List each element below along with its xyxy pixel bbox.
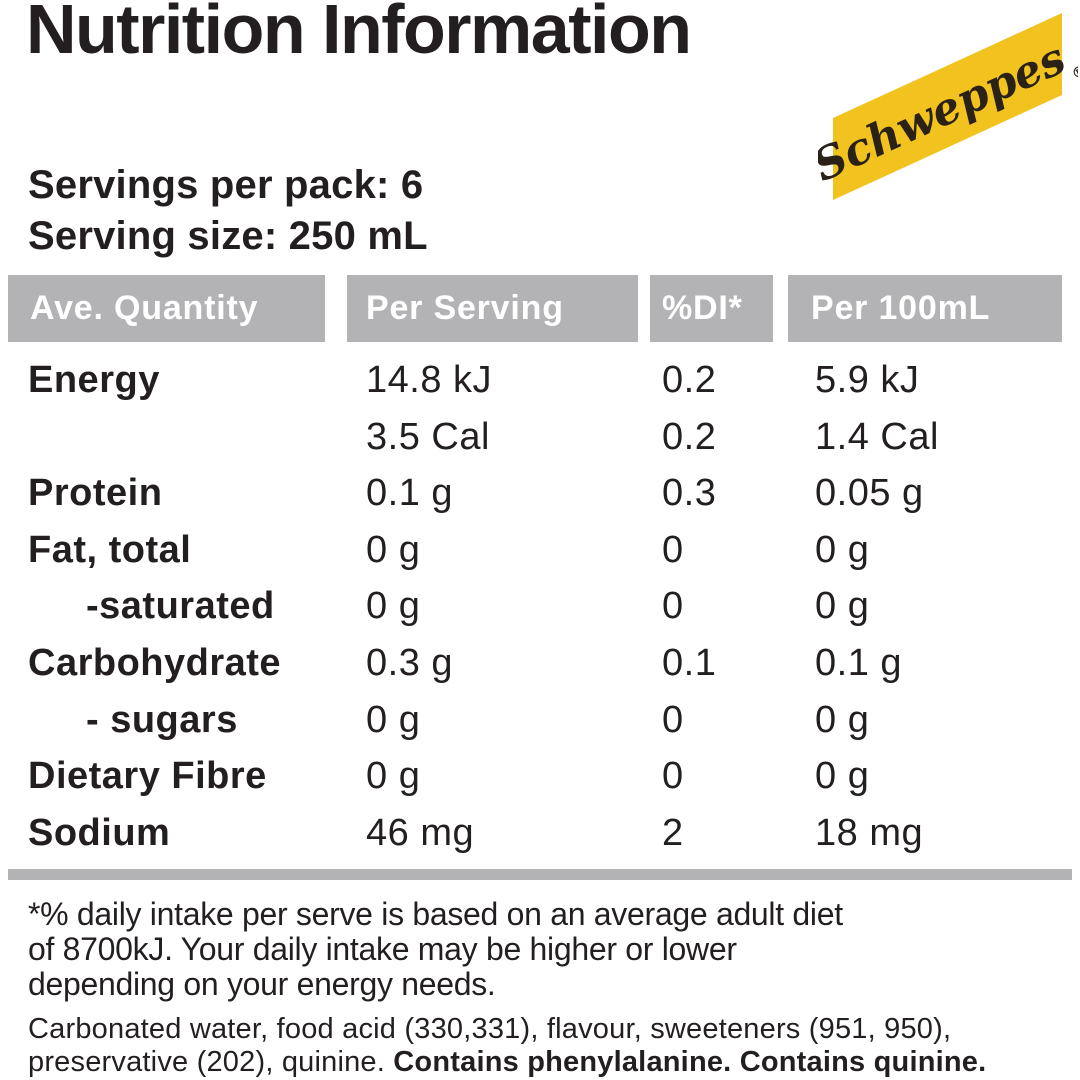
per-serving-value: 0.1 g <box>366 472 454 515</box>
row-label: - sugars <box>86 698 238 741</box>
column-header-per-serving: Per Serving <box>347 275 638 342</box>
table-row-sugars: - sugars 0 g 0 0 g <box>0 692 1080 749</box>
row-label: Protein <box>28 472 163 515</box>
allergen-warning: Contains phenylalanine. Contains quinine… <box>393 1046 987 1078</box>
table-row-protein: Protein 0.1 g 0.3 0.05 g <box>0 465 1080 522</box>
di-value: 0.1 <box>662 641 717 684</box>
row-label: Sodium <box>28 811 171 854</box>
per-100ml-value: 0 g <box>815 755 870 798</box>
di-value: 2 <box>662 811 684 854</box>
ingredients-list: Carbonated water, food acid (330,331), f… <box>28 1013 986 1079</box>
per-100ml-value: 5.9 kJ <box>815 359 920 401</box>
di-value: 0.2 <box>662 415 717 458</box>
footnote-line: of 8700kJ. Your daily intake may be high… <box>28 931 737 967</box>
ingredients-line: preservative (202), quinine. Contains ph… <box>28 1046 986 1079</box>
registered-trademark-symbol: ® <box>1069 61 1078 84</box>
serving-info: Servings per pack: 6 Serving size: 250 m… <box>28 160 428 262</box>
footnote-line: *% daily intake per serve is based on an… <box>28 896 843 932</box>
per-serving-value: 14.8 kJ <box>366 359 493 401</box>
per-serving-value: 0 g <box>366 585 421 628</box>
row-label: -saturated <box>86 585 275 628</box>
daily-intake-footnote: *% daily intake per serve is based on an… <box>28 897 843 1002</box>
page-title: Nutrition Information <box>26 0 692 68</box>
di-value: 0 <box>662 585 684 628</box>
per-100ml-value: 18 mg <box>815 811 924 854</box>
per-serving-value: 3.5 Cal <box>366 415 490 458</box>
per-serving-value: 46 mg <box>366 811 475 854</box>
table-row-energy-kj: Energy 14.8 kJ 0.2 5.9 kJ <box>0 352 1080 409</box>
per-100ml-value: 1.4 Cal <box>815 415 939 458</box>
serving-size: Serving size: 250 mL <box>28 214 428 258</box>
row-label: Carbohydrate <box>28 641 282 684</box>
schweppes-banner-graphic: Schweppes® <box>806 13 1080 200</box>
di-value: 0.2 <box>662 359 717 401</box>
table-row-energy-cal: 3.5 Cal 0.2 1.4 Cal <box>0 409 1080 466</box>
row-label: Dietary Fibre <box>28 755 267 798</box>
per-100ml-value: 0 g <box>815 585 870 628</box>
column-header-ave-quantity: Ave. Quantity <box>8 275 325 342</box>
ingredients-regular-text: preservative (202), quinine. <box>28 1046 394 1078</box>
ingredients-line: Carbonated water, food acid (330,331), f… <box>28 1013 952 1045</box>
table-row-dietary-fibre: Dietary Fibre 0 g 0 0 g <box>0 748 1080 805</box>
per-100ml-value: 0 g <box>815 698 870 741</box>
row-label: Energy <box>28 359 160 401</box>
nutrition-table-body: Energy 14.8 kJ 0.2 5.9 kJ 3.5 Cal 0.2 1.… <box>0 352 1080 861</box>
per-serving-value: 0 g <box>366 528 421 571</box>
di-value: 0.3 <box>662 472 717 515</box>
column-header-per-100ml: Per 100mL <box>788 275 1062 342</box>
column-header-di: %DI* <box>650 275 773 342</box>
di-value: 0 <box>662 698 684 741</box>
footnote-line: depending on your energy needs. <box>28 966 496 1002</box>
section-divider-bar <box>8 869 1072 880</box>
per-100ml-value: 0 g <box>815 528 870 571</box>
servings-per-pack: Servings per pack: 6 <box>28 163 424 207</box>
per-100ml-value: 0.1 g <box>815 641 903 684</box>
per-100ml-value: 0.05 g <box>815 472 924 515</box>
yellow-banner-shape <box>833 13 1062 200</box>
per-serving-value: 0 g <box>366 698 421 741</box>
row-label: Fat, total <box>28 528 192 571</box>
di-value: 0 <box>662 528 684 571</box>
per-serving-value: 0.3 g <box>366 641 454 684</box>
per-serving-value: 0 g <box>366 755 421 798</box>
table-row-fat-total: Fat, total 0 g 0 0 g <box>0 522 1080 579</box>
table-row-carbohydrate: Carbohydrate 0.3 g 0.1 0.1 g <box>0 635 1080 692</box>
di-value: 0 <box>662 755 684 798</box>
schweppes-logo: Schweppes® <box>806 5 1080 215</box>
table-row-saturated-fat: -saturated 0 g 0 0 g <box>0 578 1080 635</box>
table-row-sodium: Sodium 46 mg 2 18 mg <box>0 805 1080 862</box>
